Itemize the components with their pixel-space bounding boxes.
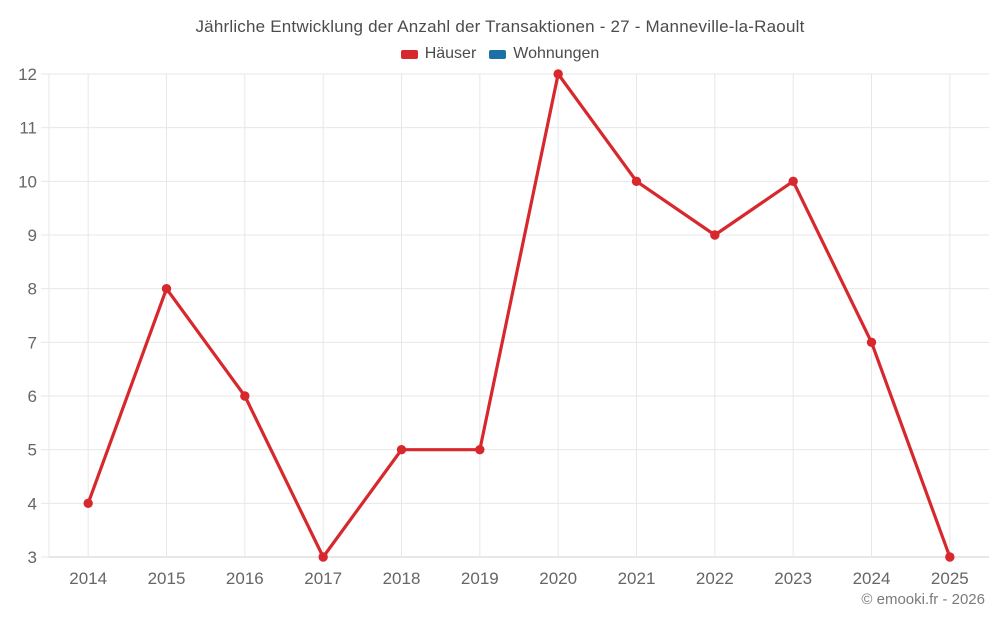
data-point-2025 <box>945 552 955 562</box>
legend: Häuser Wohnungen <box>0 45 1000 63</box>
y-tick-label: 12 <box>18 65 37 84</box>
y-tick-label: 5 <box>28 441 37 460</box>
data-point-2015 <box>161 283 172 294</box>
legend-swatch-haeuser-icon <box>400 49 418 59</box>
legend-label-wohnungen: Wohnungen <box>513 45 600 62</box>
x-tick-label: 2014 <box>69 569 107 588</box>
x-tick-label: 2025 <box>931 569 969 588</box>
legend-item-wohnungen[interactable]: Wohnungen <box>489 45 599 63</box>
data-point-2014 <box>83 498 93 509</box>
copyright-text: © emooki.fr - 2026 <box>861 591 985 608</box>
data-point-2016 <box>240 391 250 401</box>
y-tick-label: 4 <box>28 494 37 513</box>
x-tick-label: 2019 <box>461 569 499 588</box>
y-tick-label: 6 <box>28 387 37 406</box>
data-point-2018 <box>396 444 407 455</box>
x-tick-label: 2022 <box>696 569 734 588</box>
x-tick-label: 2018 <box>383 569 421 588</box>
x-tick-label: 2017 <box>304 569 342 588</box>
x-tick-label: 2024 <box>853 569 891 588</box>
chart-title: Jährliche Entwicklung der Anzahl der Tra… <box>195 17 805 36</box>
data-point-2017 <box>318 552 328 562</box>
legend-label-haeuser: Häuser <box>424 45 477 62</box>
data-point-2020 <box>553 69 563 79</box>
y-tick-label: 10 <box>18 172 37 191</box>
series-line-häuser <box>86 72 952 559</box>
y-tick-label: 11 <box>19 119 37 138</box>
y-tick-label: 3 <box>28 548 37 567</box>
data-point-2024 <box>866 337 877 348</box>
legend-item-haeuser[interactable]: Häuser <box>400 45 477 63</box>
x-tick-label: 2016 <box>226 569 264 588</box>
y-tick-label: 9 <box>28 226 37 245</box>
y-tick-label: 8 <box>28 280 37 299</box>
legend-swatch-wohnungen-icon <box>489 49 507 59</box>
y-tick-label: 7 <box>28 333 37 352</box>
x-tick-label: 2020 <box>539 569 577 588</box>
data-point-2022 <box>710 230 720 240</box>
x-tick-label: 2021 <box>618 569 656 588</box>
data-point-2019 <box>475 444 485 455</box>
data-point-2023 <box>788 176 798 187</box>
data-point-2021 <box>631 176 642 187</box>
x-tick-label: 2015 <box>148 569 186 588</box>
x-tick-label: 2023 <box>774 569 812 588</box>
